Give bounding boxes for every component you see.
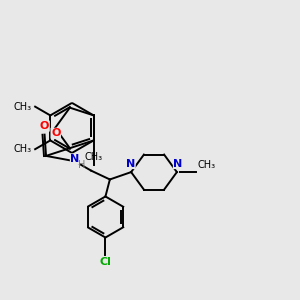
Text: CH₃: CH₃	[197, 160, 215, 170]
Text: N: N	[70, 154, 80, 164]
Text: N: N	[173, 159, 183, 169]
Text: Cl: Cl	[100, 257, 111, 267]
Text: CH₃: CH₃	[14, 144, 32, 154]
Text: CH₃: CH₃	[85, 152, 103, 162]
Text: O: O	[40, 121, 49, 131]
Text: CH₃: CH₃	[14, 102, 32, 112]
Text: H: H	[78, 160, 85, 170]
Text: N: N	[126, 159, 135, 169]
Text: O: O	[51, 128, 60, 138]
